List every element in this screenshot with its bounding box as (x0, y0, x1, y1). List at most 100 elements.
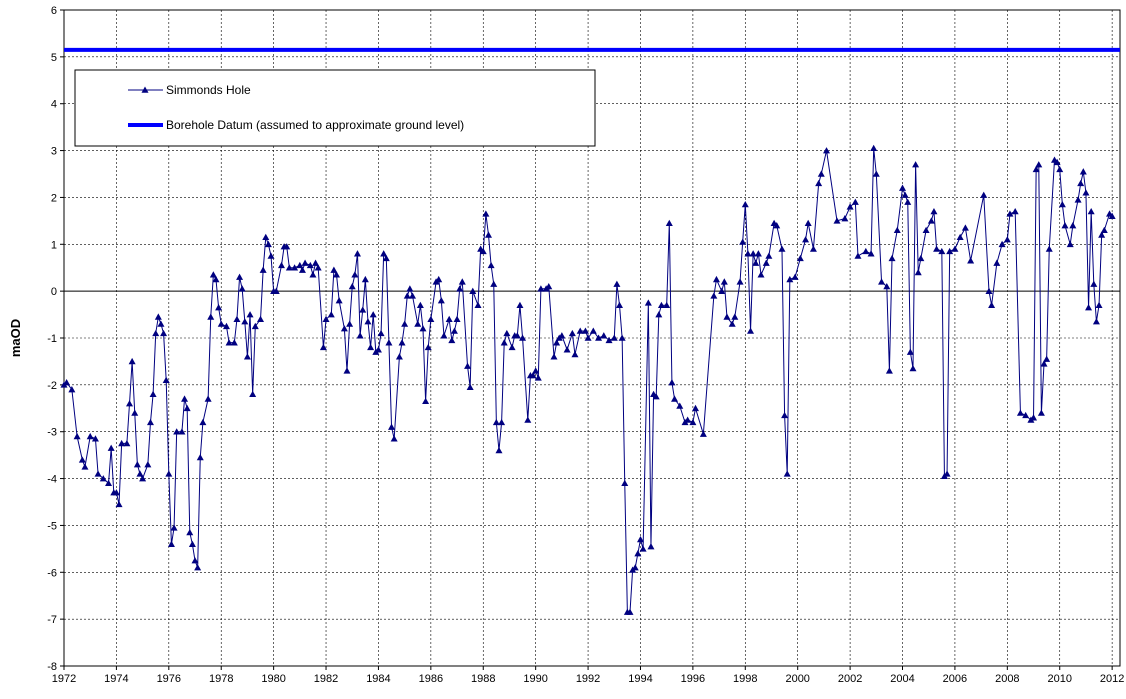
y-tick-label: 3 (51, 146, 57, 158)
data-point (437, 297, 445, 304)
data-point (636, 535, 644, 543)
data-point (883, 282, 891, 290)
data-point (367, 343, 375, 351)
data-point (388, 423, 396, 430)
data-point (330, 266, 338, 273)
data-point (930, 207, 938, 215)
legend-label: Simmonds Hole (166, 83, 251, 97)
data-point (188, 540, 196, 547)
x-tick-label: 2010 (1047, 673, 1071, 685)
x-tick-label: 2012 (1100, 673, 1124, 685)
data-point (951, 245, 959, 252)
data-point (676, 402, 684, 409)
data-point (283, 243, 291, 250)
data-point (762, 259, 770, 266)
data-point (938, 247, 946, 255)
data-point (655, 311, 663, 318)
data-point (1085, 304, 1093, 311)
data-point (128, 357, 136, 365)
data-point (144, 461, 152, 468)
data-point (267, 252, 275, 259)
data-point (626, 608, 634, 615)
data-point (419, 325, 427, 332)
data-point (157, 320, 165, 327)
data-point (340, 325, 348, 332)
data-point (545, 282, 553, 290)
x-tick-label: 2000 (785, 673, 809, 685)
data-point (967, 257, 975, 264)
x-tick-label: 1978 (209, 673, 233, 685)
data-point (778, 245, 786, 252)
data-point (133, 461, 141, 468)
data-point (306, 261, 314, 269)
y-tick-label: -5 (47, 520, 57, 532)
legend-box (74, 69, 596, 147)
data-point (610, 334, 618, 341)
data-point (1066, 240, 1074, 248)
data-point (757, 271, 765, 278)
data-point (458, 278, 466, 285)
data-point (73, 432, 81, 440)
data-point (1032, 165, 1040, 173)
data-point (870, 144, 878, 152)
data-point (246, 311, 254, 318)
data-point (652, 393, 660, 400)
data-point (998, 240, 1006, 248)
x-tick-label: 1986 (419, 673, 443, 685)
data-point (1098, 231, 1106, 238)
data-point (731, 313, 739, 320)
legend: Simmonds Hole Borehole Datum (assumed to … (74, 69, 596, 147)
x-tick-label: 1998 (733, 673, 757, 685)
data-point (222, 322, 230, 330)
data-point (335, 297, 343, 304)
data-point (568, 329, 576, 337)
data-point (961, 224, 969, 231)
data-point (196, 453, 204, 461)
data-point (589, 327, 597, 334)
data-point (739, 238, 747, 245)
data-point (456, 285, 464, 292)
data-point (581, 327, 589, 334)
y-tick-label: -6 (47, 567, 57, 579)
data-point (186, 528, 194, 536)
y-axis-label: maOD (8, 319, 23, 357)
data-point (123, 439, 131, 447)
data-point (1095, 301, 1103, 308)
data-point (414, 320, 422, 327)
data-point (692, 404, 700, 412)
data-point (933, 245, 941, 252)
series (60, 47, 1120, 615)
data-point (165, 470, 173, 477)
data-point (183, 404, 191, 412)
x-tick-label: 1988 (471, 673, 495, 685)
data-point (783, 470, 791, 477)
data-point (333, 271, 341, 278)
data-point (374, 346, 382, 353)
data-point (744, 250, 752, 257)
data-point (207, 313, 215, 320)
data-point (710, 292, 718, 299)
data-point (791, 273, 799, 280)
data-point (209, 271, 217, 278)
data-point (285, 264, 293, 271)
data-point (490, 280, 498, 287)
data-point (450, 327, 458, 334)
x-tick-label: 2002 (838, 673, 862, 685)
data-point (1030, 414, 1038, 421)
data-point (353, 250, 361, 257)
data-point (495, 446, 503, 454)
data-point (922, 226, 930, 234)
data-point (993, 259, 1001, 266)
data-point (893, 226, 901, 234)
data-point (901, 191, 909, 198)
data-point (215, 304, 223, 311)
data-point (817, 170, 825, 177)
data-point (170, 524, 178, 531)
data-point (94, 470, 102, 477)
data-point (943, 470, 951, 477)
data-point (380, 250, 388, 257)
data-point (605, 336, 613, 344)
data-point (550, 353, 558, 360)
data-point (492, 418, 500, 426)
data-point (343, 367, 351, 374)
